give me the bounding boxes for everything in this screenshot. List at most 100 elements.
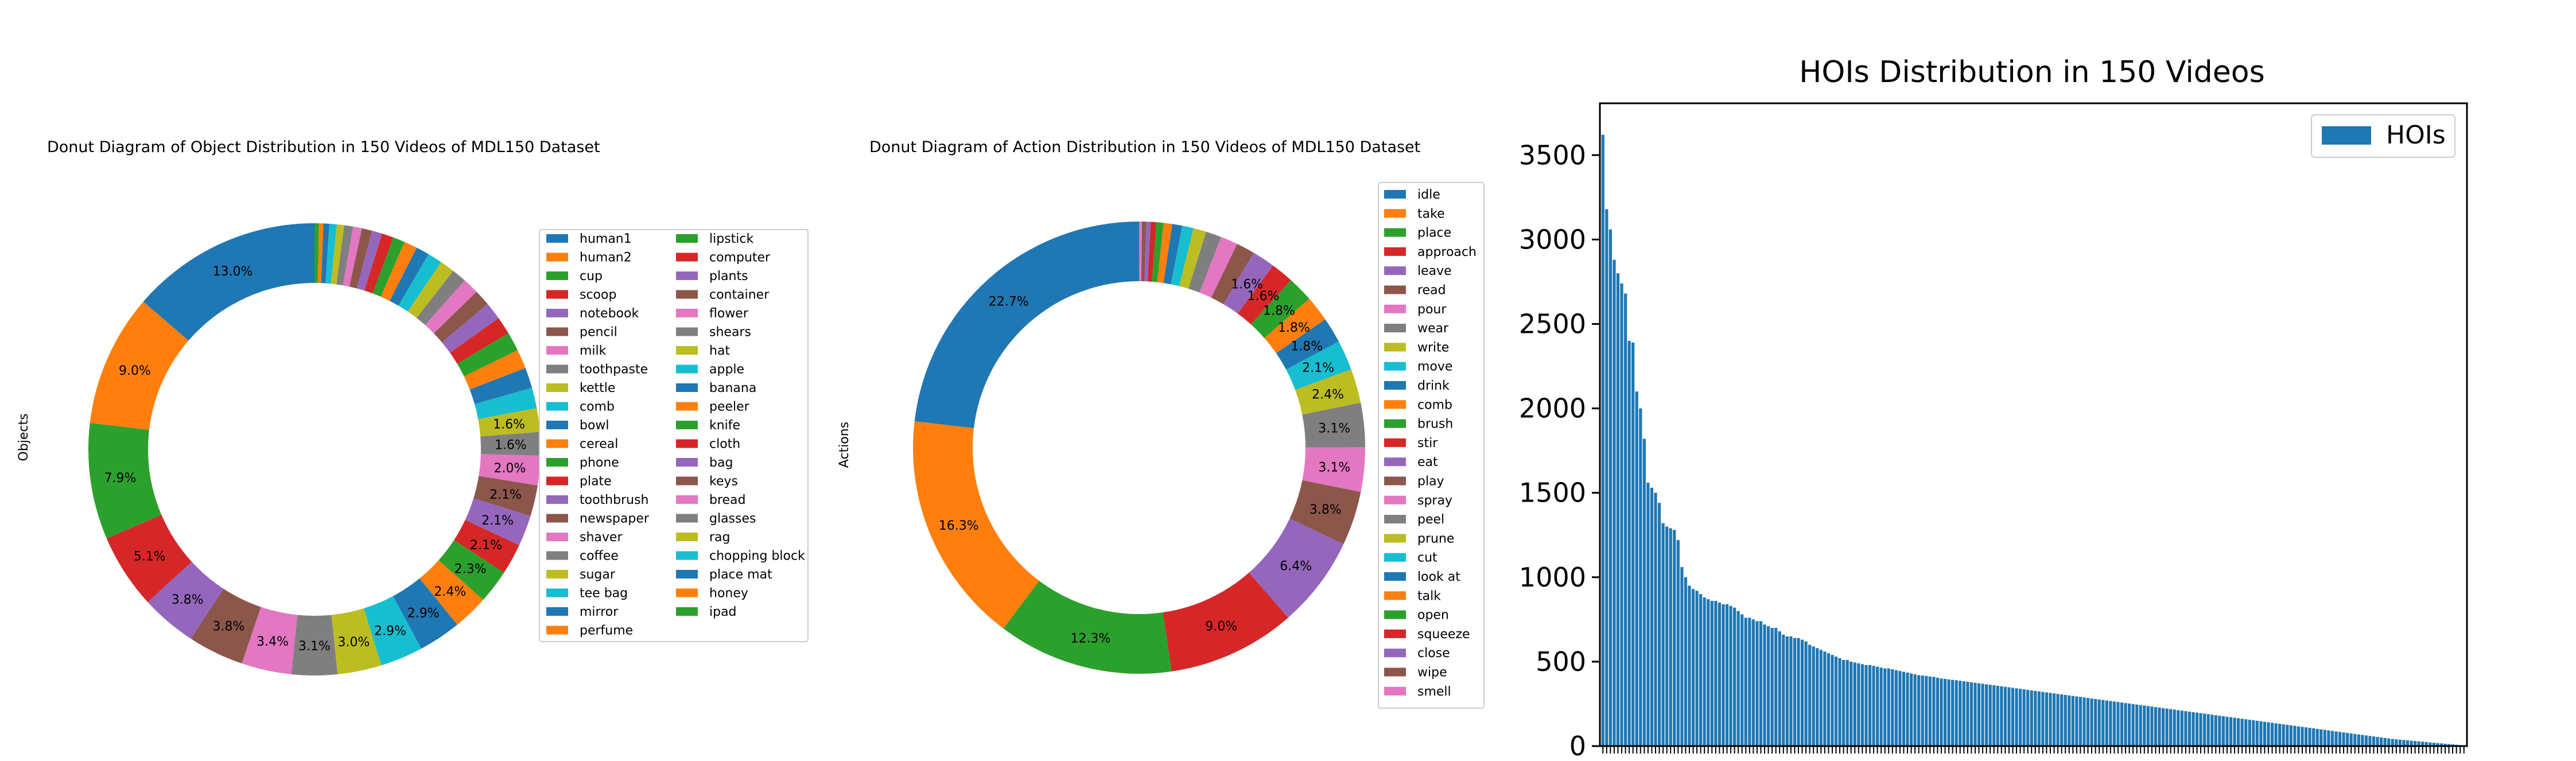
action-wedge bbox=[1147, 222, 1157, 282]
object-wedge bbox=[349, 228, 372, 289]
action-legend-swatch bbox=[1384, 476, 1406, 486]
action-pct-label: 1.6% bbox=[1248, 289, 1280, 304]
hoi-bar bbox=[1654, 492, 1657, 746]
object-pct-label: 3.1% bbox=[298, 639, 331, 654]
object-legend-swatch bbox=[546, 234, 568, 243]
action-wedge bbox=[1211, 243, 1254, 305]
hoi-bar bbox=[2199, 713, 2202, 746]
object-wedge bbox=[90, 301, 189, 430]
hoi-bar bbox=[1669, 528, 1672, 746]
hoi-bar bbox=[1875, 666, 1879, 746]
object-legend-swatch bbox=[546, 327, 568, 336]
hoi-bar bbox=[1699, 594, 1703, 746]
hoi-bar bbox=[2214, 715, 2217, 746]
hoi-bar bbox=[2436, 743, 2439, 746]
hoi-bar bbox=[1608, 229, 1613, 746]
hoi-bar bbox=[2221, 716, 2225, 746]
hoi-bar bbox=[2015, 688, 2018, 746]
hoi-bar bbox=[1613, 259, 1616, 746]
hoi-bar bbox=[1691, 589, 1695, 746]
action-pct-label: 16.3% bbox=[939, 519, 979, 533]
hoi-bar bbox=[1755, 621, 1759, 746]
hoi-legend-swatch bbox=[2322, 126, 2371, 145]
hoi-bar bbox=[2244, 719, 2248, 746]
object-wedge bbox=[291, 615, 338, 675]
action-wedge bbox=[1276, 319, 1339, 370]
object-legend-swatch bbox=[676, 588, 698, 597]
hoi-bar bbox=[1909, 673, 1913, 746]
object-wedge bbox=[416, 270, 465, 325]
object-wedge bbox=[325, 223, 337, 284]
object-pct-label: 7.9% bbox=[104, 471, 137, 486]
hoi-bar bbox=[2146, 706, 2150, 746]
hoi-bar bbox=[1951, 680, 1955, 746]
action-wedge bbox=[1141, 222, 1147, 282]
hoi-bar bbox=[2000, 686, 2003, 746]
hoi-bar bbox=[2210, 715, 2214, 746]
action-legend-label: approach bbox=[1417, 245, 1477, 259]
action-legend-swatch bbox=[1384, 534, 1406, 543]
action-wedge bbox=[1163, 572, 1288, 671]
object-donut-legend: human1 human2 cup scoop notebook pencil milk to… bbox=[539, 229, 809, 642]
hoi-bar bbox=[1921, 675, 1924, 746]
object-legend-swatch bbox=[676, 607, 698, 616]
object-donut-chart: Donut Diagram of Object Distribution in … bbox=[17, 138, 809, 675]
action-wedge bbox=[1264, 298, 1326, 354]
object-legend-swatch bbox=[546, 309, 568, 317]
hoi-bar bbox=[1969, 682, 1973, 746]
object-legend-swatch bbox=[676, 533, 698, 541]
action-legend-swatch bbox=[1384, 400, 1406, 409]
hoi-bar bbox=[1797, 638, 1800, 746]
action-wedge bbox=[1302, 447, 1365, 492]
object-wedge bbox=[465, 498, 531, 546]
object-legend-label: rag bbox=[709, 530, 731, 545]
hoi-bar bbox=[2030, 690, 2033, 746]
object-legend-swatch bbox=[546, 533, 568, 541]
hoi-bar bbox=[1977, 683, 1981, 746]
hoi-bar bbox=[1695, 591, 1699, 746]
object-wedge bbox=[398, 254, 441, 312]
object-legend-swatch bbox=[546, 439, 568, 448]
hoi-bar bbox=[2289, 725, 2293, 746]
object-wedge bbox=[479, 454, 541, 486]
hoi-bar bbox=[1770, 628, 1774, 746]
object-legend-swatch bbox=[546, 458, 568, 467]
hoi-bar bbox=[2180, 710, 2183, 746]
object-legend-swatch bbox=[676, 421, 698, 429]
hoi-bar bbox=[1816, 648, 1819, 746]
object-pct-label: 3.8% bbox=[212, 620, 244, 634]
hoi-bar bbox=[2078, 697, 2082, 746]
action-legend-label: read bbox=[1417, 284, 1446, 298]
action-legend-label: move bbox=[1417, 360, 1452, 374]
hoi-bar bbox=[1841, 659, 1845, 746]
hoi-legend-label: HOIs bbox=[2386, 121, 2446, 150]
action-wedge bbox=[1237, 265, 1291, 325]
action-legend-swatch bbox=[1384, 667, 1406, 677]
object-legend-label: toothbrush bbox=[580, 493, 648, 507]
object-legend-swatch bbox=[546, 402, 568, 411]
hoi-bar bbox=[1940, 678, 1943, 746]
action-legend-swatch bbox=[1384, 228, 1406, 237]
hoi-bar bbox=[1827, 653, 1831, 746]
hoi-bar bbox=[2109, 701, 2112, 746]
hoi-bar bbox=[2131, 704, 2135, 746]
action-wedge bbox=[1179, 228, 1206, 289]
hoi-bar bbox=[1906, 673, 1909, 746]
object-legend-swatch bbox=[676, 551, 698, 560]
object-legend-swatch bbox=[676, 253, 698, 262]
hoi-bar bbox=[2086, 698, 2090, 746]
hoi-plot-frame bbox=[1599, 102, 2468, 747]
action-legend-label: open bbox=[1417, 608, 1449, 623]
object-legend-label: plate bbox=[580, 475, 612, 489]
hoi-bar bbox=[1620, 283, 1623, 746]
object-pct-label: 1.6% bbox=[495, 438, 527, 453]
object-legend-swatch bbox=[676, 476, 698, 486]
hoi-bar bbox=[2143, 705, 2146, 746]
hoi-bar bbox=[2240, 719, 2244, 746]
object-pct-label: 1.6% bbox=[493, 418, 525, 432]
hoi-bar bbox=[2421, 741, 2425, 746]
hoi-bar bbox=[2169, 709, 2173, 746]
object-pct-label: 2.1% bbox=[481, 514, 514, 528]
hoi-bar bbox=[2233, 717, 2236, 746]
